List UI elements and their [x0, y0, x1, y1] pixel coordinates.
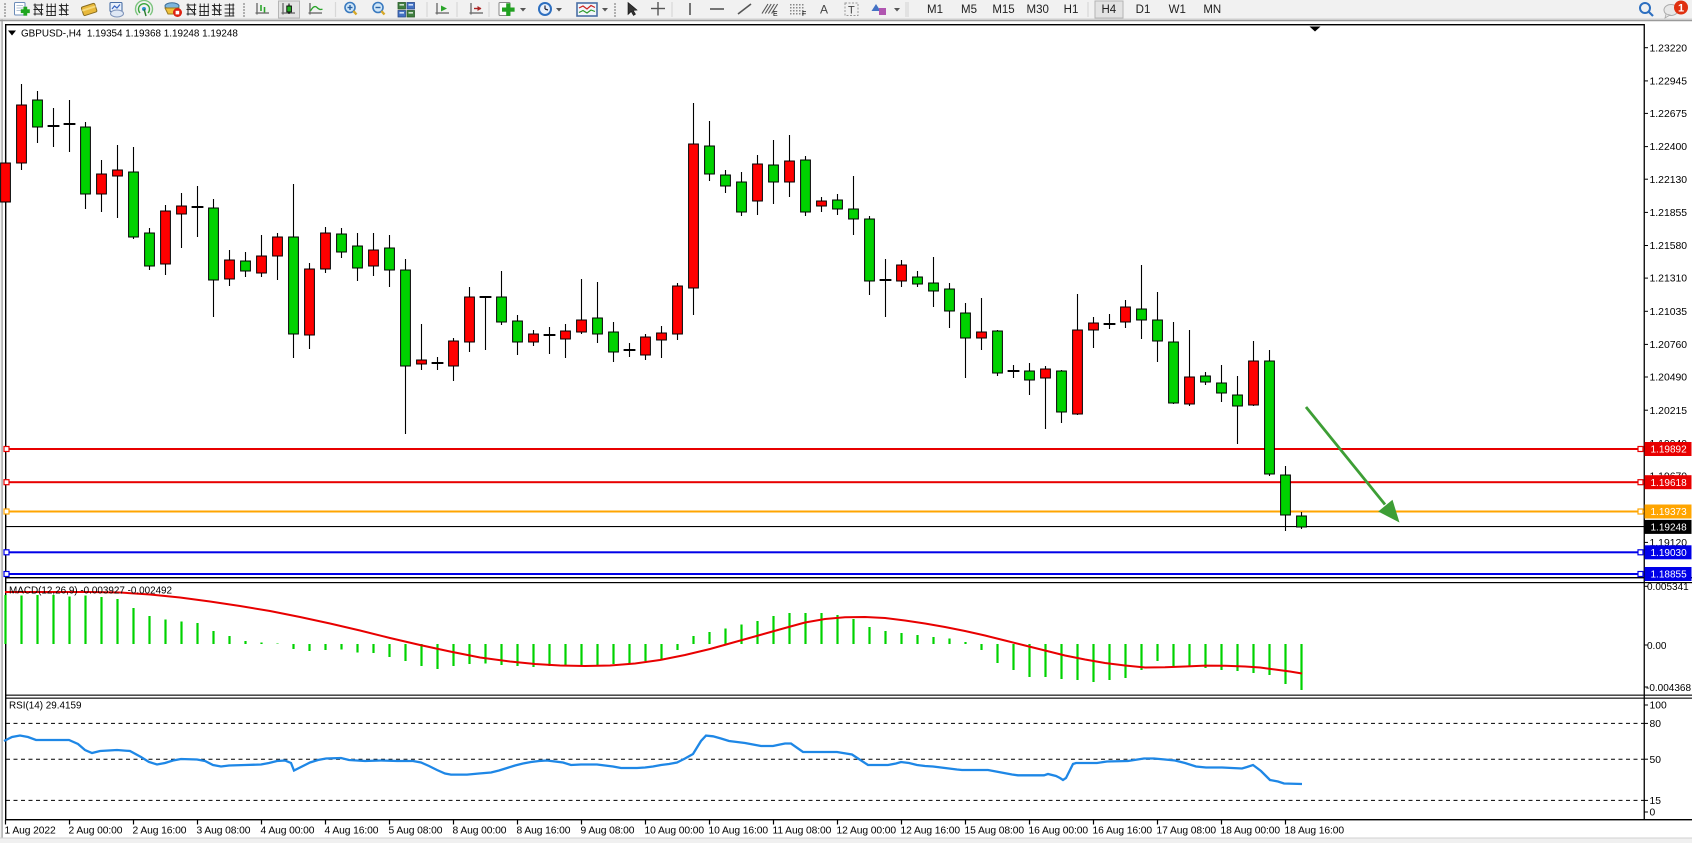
svg-text:T: T	[848, 5, 855, 17]
svg-text:18 Aug 00:00: 18 Aug 00:00	[1221, 826, 1281, 837]
svg-text:MACD(12,26,9) -0.003927 -0.002: MACD(12,26,9) -0.003927 -0.002492	[9, 586, 172, 597]
svg-text:18 Aug 16:00: 18 Aug 16:00	[1285, 826, 1345, 837]
svg-text:1.21035: 1.21035	[1650, 307, 1688, 318]
svg-text:M15: M15	[992, 4, 1014, 16]
svg-text:M30: M30	[1027, 4, 1049, 16]
svg-text:12 Aug 00:00: 12 Aug 00:00	[837, 826, 897, 837]
svg-text:1.20490: 1.20490	[1650, 373, 1688, 384]
svg-text:8 Aug 16:00: 8 Aug 16:00	[517, 826, 571, 837]
svg-text:1.19248: 1.19248	[1651, 523, 1688, 534]
svg-text:F: F	[802, 11, 806, 18]
svg-text:1 Aug 2022: 1 Aug 2022	[5, 826, 56, 837]
svg-text:15 Aug 08:00: 15 Aug 08:00	[965, 826, 1025, 837]
svg-text:100: 100	[1650, 701, 1667, 712]
svg-text:1.21310: 1.21310	[1650, 274, 1688, 285]
svg-text:1.19030: 1.19030	[1651, 548, 1688, 559]
svg-text:1.19892: 1.19892	[1651, 445, 1688, 456]
svg-text:3 Aug 08:00: 3 Aug 08:00	[197, 826, 251, 837]
svg-text:0.005341: 0.005341	[1647, 582, 1689, 593]
svg-text:E: E	[773, 11, 778, 18]
svg-text:1.22130: 1.22130	[1650, 175, 1688, 186]
svg-text:1.21580: 1.21580	[1650, 241, 1688, 252]
svg-text:-0.004368: -0.004368	[1646, 683, 1691, 694]
svg-text:50: 50	[1650, 755, 1662, 766]
svg-text:16 Aug 00:00: 16 Aug 00:00	[1029, 826, 1089, 837]
svg-text:2 Aug 16:00: 2 Aug 16:00	[133, 826, 187, 837]
svg-text:11 Aug 08:00: 11 Aug 08:00	[773, 826, 832, 837]
svg-text:A: A	[820, 3, 828, 17]
svg-text:10 Aug 00:00: 10 Aug 00:00	[645, 826, 705, 837]
svg-text:M1: M1	[927, 4, 943, 16]
svg-text:H4: H4	[1101, 4, 1116, 16]
svg-text:15: 15	[1650, 796, 1662, 807]
svg-text:1.22400: 1.22400	[1650, 142, 1688, 153]
svg-text:0.00: 0.00	[1647, 641, 1667, 652]
svg-text:80: 80	[1650, 719, 1662, 730]
svg-text:D1: D1	[1136, 4, 1151, 16]
svg-text:W1: W1	[1169, 4, 1186, 16]
svg-text:12 Aug 16:00: 12 Aug 16:00	[901, 826, 961, 837]
svg-text:10 Aug 16:00: 10 Aug 16:00	[709, 826, 769, 837]
svg-text:M5: M5	[961, 4, 977, 16]
svg-text:4 Aug 00:00: 4 Aug 00:00	[261, 826, 315, 837]
svg-text:0: 0	[1650, 808, 1656, 819]
svg-text:1.20760: 1.20760	[1650, 340, 1688, 351]
svg-text:1.22675: 1.22675	[1650, 109, 1688, 120]
svg-text:2 Aug 00:00: 2 Aug 00:00	[69, 826, 123, 837]
svg-text:1.18855: 1.18855	[1651, 570, 1688, 581]
svg-text:1.19120: 1.19120	[1650, 538, 1688, 549]
svg-text:1.23220: 1.23220	[1650, 43, 1688, 54]
svg-text:1.22945: 1.22945	[1650, 77, 1688, 88]
svg-text:RSI(14) 29.4159: RSI(14) 29.4159	[9, 701, 82, 712]
svg-text:9 Aug 08:00: 9 Aug 08:00	[581, 826, 635, 837]
svg-text:H1: H1	[1064, 4, 1079, 16]
svg-text:1.19373: 1.19373	[1651, 507, 1688, 518]
svg-text:GBPUSD-,H4 1.19354 1.19368 1.: GBPUSD-,H4 1.19354 1.19368 1.19248 1.192…	[21, 29, 238, 40]
svg-text:8 Aug 00:00: 8 Aug 00:00	[453, 826, 507, 837]
svg-text:16 Aug 16:00: 16 Aug 16:00	[1093, 826, 1153, 837]
svg-text:1.19618: 1.19618	[1651, 478, 1688, 489]
svg-text:4 Aug 16:00: 4 Aug 16:00	[325, 826, 379, 837]
svg-text:MN: MN	[1203, 4, 1221, 16]
svg-text:5 Aug 08:00: 5 Aug 08:00	[389, 826, 443, 837]
svg-text:17 Aug 08:00: 17 Aug 08:00	[1157, 826, 1217, 837]
svg-text:1.20215: 1.20215	[1650, 406, 1688, 417]
svg-text:1.21855: 1.21855	[1650, 208, 1688, 219]
svg-text:1: 1	[1678, 3, 1684, 15]
